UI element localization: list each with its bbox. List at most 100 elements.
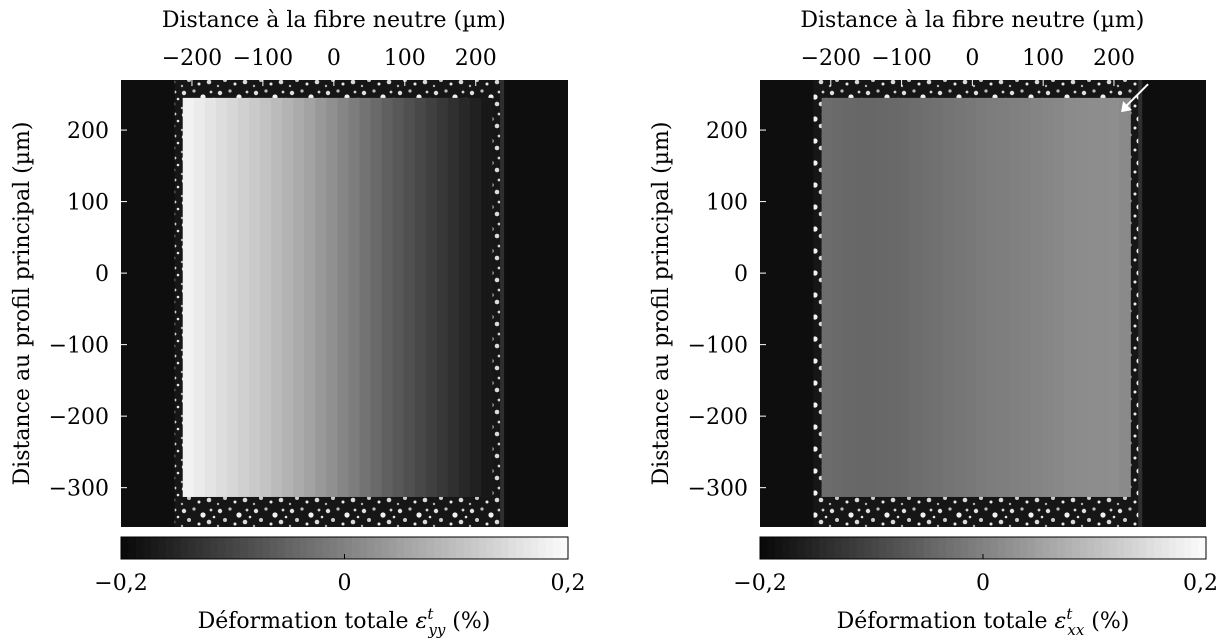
colorbar-title-main: Déformation totale: [837, 609, 1055, 634]
colorbar-title-subscript: yy: [427, 621, 445, 639]
colorbar-segment: [782, 537, 791, 559]
top-tick-label: 200: [1093, 46, 1135, 71]
strain-map-cell: [304, 97, 316, 497]
colorbar-segment: [1049, 537, 1058, 559]
colorbar-segment: [856, 537, 865, 559]
strain-map-cell: [215, 97, 228, 497]
strain-map-cell: [876, 97, 889, 497]
strain-map-cell: [293, 97, 305, 497]
colorbar-segment: [381, 537, 390, 559]
colorbar-segment: [158, 537, 167, 559]
colorbar-segment: [433, 537, 442, 559]
colorbar-segment: [1161, 537, 1170, 559]
colorbar-segment: [270, 537, 279, 559]
colorbar-segment: [448, 537, 457, 559]
colorbar-segment: [553, 537, 562, 559]
colorbar-segment: [188, 537, 197, 559]
colorbar-segment: [1027, 537, 1036, 559]
specimen-edge: [1138, 80, 1143, 527]
colorbar-segment: [834, 537, 843, 559]
colorbar-segment: [337, 537, 346, 559]
colorbar-segment: [1012, 537, 1021, 559]
left-tick-label: −200: [688, 405, 748, 430]
colorbar-segment: [930, 537, 939, 559]
colorbar-segment: [1094, 537, 1103, 559]
colorbar-segment: [968, 537, 977, 559]
strain-map-cell: [436, 97, 449, 497]
panel-strain-yy: Distance à la fibre neutre (µm) −200 −100 0…: [10, 8, 586, 639]
colorbar-segment: [255, 537, 264, 559]
colorbar-segment: [1057, 537, 1066, 559]
colorbar-segment: [886, 537, 895, 559]
colorbar-segment: [1153, 537, 1162, 559]
left-tick-label: 0: [95, 262, 109, 287]
colorbar-segment: [284, 537, 293, 559]
colorbar-segment: [916, 537, 925, 559]
strain-map-cell: [964, 97, 977, 497]
colorbar-segment: [500, 537, 509, 559]
colorbar-segment: [351, 537, 360, 559]
colorbar-segment: [210, 537, 219, 559]
colorbar-segment: [493, 537, 502, 559]
colorbar-segment: [1005, 537, 1014, 559]
colorbar-segment: [878, 537, 887, 559]
strain-map-cell: [249, 97, 261, 497]
strain-map-cell: [370, 97, 383, 497]
colorbar-segment: [441, 537, 450, 559]
annotation-arrow-head: [1121, 101, 1133, 113]
colorbar-segment: [760, 537, 769, 559]
colorbar-segment: [322, 537, 331, 559]
strain-map-cell: [953, 97, 966, 497]
colorbar-tick-label: −0,2: [94, 571, 147, 596]
colorbar-segment: [871, 537, 880, 559]
colorbar-segment: [938, 537, 947, 559]
strain-map-cell: [997, 97, 1010, 497]
colorbar-tick-label: 0,2: [1183, 571, 1218, 596]
colorbar-title-symbol: ε: [1055, 609, 1067, 634]
colorbar-segment: [1176, 537, 1185, 559]
strain-map-cell: [326, 97, 339, 497]
left-tick-label: 0: [734, 262, 748, 287]
colorbar-segment: [841, 537, 850, 559]
colorbar-title-superscript: t: [427, 605, 434, 623]
colorbar-segment: [135, 537, 144, 559]
colorbar-tick-label: 0,2: [551, 571, 586, 596]
colorbar-segment: [329, 537, 338, 559]
strain-map-cell: [1119, 97, 1131, 497]
colorbar-title-symbol: ε: [416, 609, 428, 634]
colorbar-segment: [374, 537, 383, 559]
colorbar-segment: [486, 537, 495, 559]
colorbar-segment: [277, 537, 286, 559]
colorbar-segment: [456, 537, 465, 559]
colorbar-segment: [478, 537, 487, 559]
colorbar-segment: [983, 537, 992, 559]
top-tick-label: 0: [327, 46, 341, 71]
annotation-arrow-icon: [1121, 83, 1149, 113]
colorbar-segment: [143, 537, 152, 559]
colorbar-segment: [1109, 537, 1118, 559]
top-axis-title: Distance à la fibre neutre (µm): [162, 8, 506, 33]
colorbar-segment: [538, 537, 547, 559]
colorbar-segment: [307, 537, 316, 559]
colorbar-segment: [1131, 537, 1140, 559]
colorbar-segment: [344, 537, 353, 559]
colorbar-segment: [975, 537, 984, 559]
left-tick-label: −300: [688, 477, 748, 502]
strain-map-cell: [1020, 97, 1032, 497]
colorbar-segment: [121, 537, 130, 559]
colorbar-title: Déformation totale εt xx (%): [837, 605, 1130, 639]
colorbar-segment: [1087, 537, 1096, 559]
strain-map-cell: [315, 97, 327, 497]
strain-map-cell: [447, 97, 460, 497]
colorbar-segment: [560, 537, 569, 559]
colorbar-segment: [404, 537, 413, 559]
colorbar-segment: [180, 537, 189, 559]
colorbar-segment: [826, 537, 835, 559]
colorbar-segment: [1191, 537, 1200, 559]
colorbar-segment: [240, 537, 249, 559]
colorbar-segment: [1198, 537, 1207, 559]
top-tick-label: −100: [871, 46, 931, 71]
colorbar-segment: [396, 537, 405, 559]
colorbar-segment: [389, 537, 398, 559]
